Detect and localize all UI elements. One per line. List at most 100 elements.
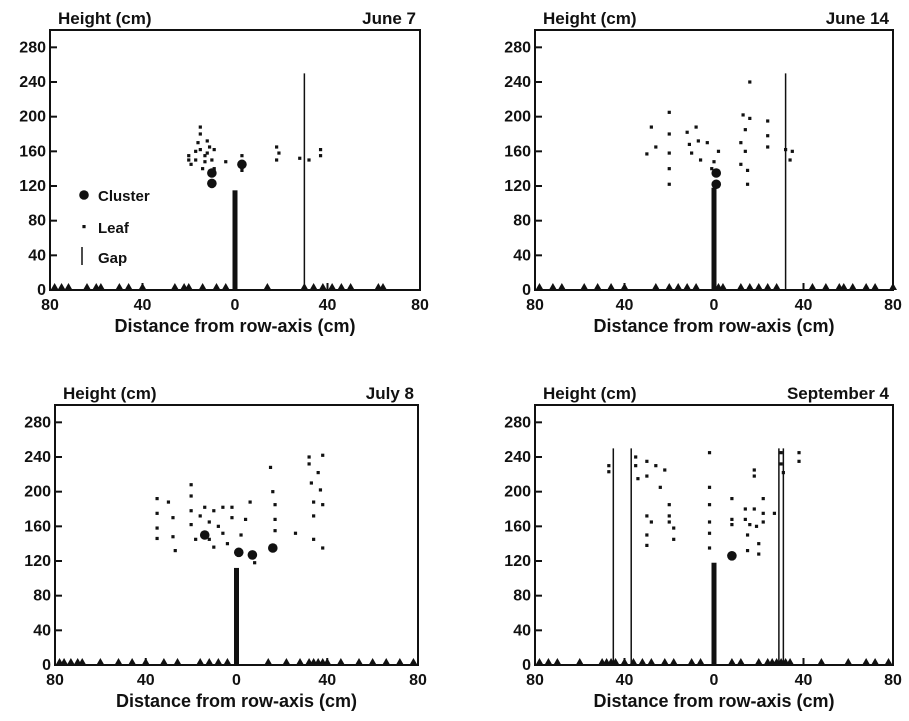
cluster-point	[233, 547, 244, 558]
ground-marker	[844, 658, 853, 665]
leaf-point	[212, 509, 216, 513]
leaf-point	[716, 149, 721, 153]
leaf-point	[667, 182, 671, 186]
y-tick-label: 240	[24, 449, 51, 466]
ground-marker	[665, 283, 674, 290]
leaf-point	[171, 516, 175, 520]
x-axis-label: Distance from row-axis (cm)	[593, 691, 834, 711]
ground-marker	[221, 283, 230, 290]
leaf-point	[766, 145, 770, 149]
leaf-point	[779, 462, 783, 466]
leaf-point	[752, 468, 756, 472]
x-tick-label: 80	[526, 297, 544, 314]
leaf-point	[745, 168, 750, 172]
date-label: September 4	[787, 384, 890, 403]
x-tick-label: 0	[710, 672, 719, 689]
leaf-point	[321, 503, 325, 507]
y-tick-label: 0	[522, 282, 531, 299]
leaf-point	[687, 142, 691, 146]
leaf-point	[198, 514, 202, 518]
ground-marker	[409, 658, 418, 665]
y-tick-label: 160	[19, 143, 46, 160]
y-tick-label: 200	[19, 109, 46, 126]
leaf-point	[645, 514, 649, 518]
y-tick-label: 80	[28, 213, 46, 230]
leaf-point	[155, 526, 159, 530]
x-tick-label: 40	[134, 297, 152, 314]
leaf-point	[694, 125, 698, 129]
leaf-point	[766, 134, 770, 138]
leaf-point	[634, 455, 638, 459]
leaf-point	[748, 116, 752, 120]
leaf-point	[607, 464, 611, 468]
cluster-point	[237, 159, 247, 170]
leaf-point	[155, 497, 159, 501]
leaf-point	[221, 505, 225, 509]
leaf-point	[239, 533, 243, 537]
leaf-point	[730, 523, 734, 527]
trunk-bar	[711, 562, 717, 665]
y-tick-label: 0	[522, 657, 531, 674]
ground-marker	[355, 658, 364, 665]
ground-marker	[115, 283, 124, 290]
ground-marker	[96, 658, 105, 665]
leaf-point	[198, 148, 202, 152]
ground-marker	[205, 658, 214, 665]
leaf-point	[690, 151, 694, 155]
y-tick-label: 280	[19, 39, 46, 56]
leaf-point	[212, 545, 216, 549]
ground-marker	[580, 283, 589, 290]
x-tick-label: 80	[884, 297, 902, 314]
ground-marker	[620, 658, 629, 665]
ground-marker	[368, 658, 377, 665]
ground-marker	[318, 283, 327, 290]
ground-marker	[66, 658, 75, 665]
leaf-point	[672, 526, 676, 530]
leaf-point	[667, 167, 671, 171]
leaf-point	[316, 471, 320, 475]
y-axis-label: Height (cm)	[543, 384, 637, 403]
leaf-point	[649, 125, 653, 129]
y-tick-label: 200	[504, 109, 531, 126]
ground-marker	[544, 658, 553, 665]
leaf-point	[698, 158, 703, 162]
y-tick-label: 40	[28, 247, 46, 264]
ground-marker	[124, 283, 133, 290]
y-tick-label: 40	[513, 247, 531, 264]
ground-marker	[727, 658, 736, 665]
leaf-point	[198, 125, 202, 129]
x-tick-label: 40	[795, 297, 813, 314]
ground-marker	[884, 658, 893, 665]
leaf-point	[754, 524, 759, 528]
x-tick-label: 80	[526, 672, 544, 689]
leaf-point	[748, 80, 752, 84]
leaf-point	[649, 520, 653, 524]
leaf-point	[779, 451, 783, 455]
leaf-point	[797, 459, 801, 463]
ground-marker	[346, 283, 355, 290]
y-axis-label: Height (cm)	[543, 9, 637, 28]
leaf-point	[743, 128, 747, 132]
leaf-point	[312, 514, 316, 518]
leaf-point	[243, 517, 248, 521]
ground-marker	[141, 658, 150, 665]
ground-marker	[557, 283, 566, 290]
ground-marker	[198, 283, 207, 290]
ground-marker	[647, 658, 656, 665]
leaf-point	[752, 507, 756, 511]
leaf-point	[667, 110, 671, 114]
leaf-point	[155, 511, 159, 515]
leaf-point	[205, 139, 209, 143]
ground-marker	[683, 283, 692, 290]
leaf-point	[781, 471, 785, 475]
leaf-point	[645, 459, 649, 463]
leaf-point	[189, 494, 193, 498]
ground-marker	[745, 283, 754, 290]
leaf-point	[189, 509, 193, 513]
leaf-point	[797, 451, 801, 455]
y-tick-label: 200	[504, 484, 531, 501]
ground-marker	[184, 283, 193, 290]
y-tick-label: 280	[504, 414, 531, 431]
ground-marker	[264, 658, 273, 665]
cluster-point	[711, 179, 722, 190]
